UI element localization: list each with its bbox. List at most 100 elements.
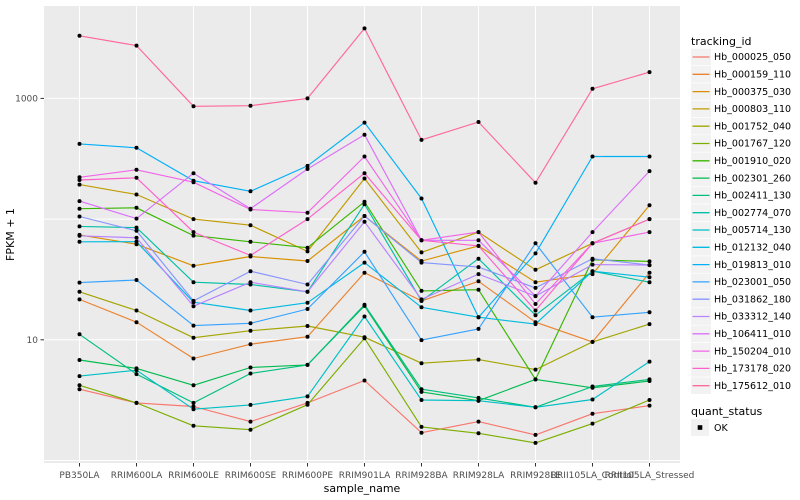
data-point-Hb_000025_050-RRIM928LE bbox=[533, 432, 538, 437]
data-point-Hb_002411_130-RRII105LA_Control bbox=[590, 384, 595, 389]
data-point-Hb_005714_130-RRIM928LA bbox=[476, 398, 481, 403]
data-point-Hb_031862_180-RRIM928LE bbox=[533, 285, 538, 290]
data-point-Hb_173178_020-RRIM928BA bbox=[419, 238, 424, 243]
data-point-Hb_175612_010-RRII105LA_Control bbox=[590, 86, 595, 91]
data-point-Hb_002774_070-RRIM901LA bbox=[362, 202, 367, 207]
legend-row-Hb_175612_010: Hb_175612_010 bbox=[691, 377, 791, 394]
legend-label-Hb_001767_120: Hb_001767_120 bbox=[714, 139, 791, 150]
data-point-Hb_175612_010-RRII105LA_Stressed bbox=[647, 70, 652, 75]
data-point-Hb_002411_130-PB350LA bbox=[77, 332, 82, 337]
data-point-Hb_000159_110-RRIM600LA bbox=[134, 320, 139, 325]
x-tick-label-RRIM928BA: RRIM928BA bbox=[395, 471, 448, 481]
data-point-Hb_001767_120-RRIM600PE bbox=[305, 402, 310, 407]
data-point-Hb_002411_130-RRIM928BA bbox=[419, 387, 424, 392]
data-point-Hb_031862_180-RRIM600LE bbox=[191, 298, 196, 303]
panel-background bbox=[44, 6, 680, 463]
data-point-Hb_005714_130-RRIM600SE bbox=[248, 402, 253, 407]
data-point-Hb_000025_050-RRII105LA_Control bbox=[590, 411, 595, 416]
legend-row-Hb_031862_180: Hb_031862_180 bbox=[691, 290, 791, 308]
data-point-Hb_150204_010-RRIM600LA bbox=[134, 167, 139, 172]
legend-label-Hb_106411_010: Hb_106411_010 bbox=[714, 329, 791, 340]
data-point-Hb_019813_010-RRIM928BA bbox=[419, 196, 424, 201]
data-point-Hb_002301_260-RRIM928LE bbox=[533, 377, 538, 382]
data-point-Hb_033312_140-RRIM600SE bbox=[248, 280, 253, 285]
data-point-Hb_012132_040-RRIM600PE bbox=[305, 300, 310, 305]
data-point-Hb_019813_010-RRII105LA_Control bbox=[590, 154, 595, 159]
data-point-Hb_175612_010-PB350LA bbox=[77, 33, 82, 38]
legend-label-Hb_002411_130: Hb_002411_130 bbox=[714, 191, 791, 202]
data-point-Hb_023001_050-RRIM928LE bbox=[533, 241, 538, 246]
data-point-Hb_023001_050-PB350LA bbox=[77, 280, 82, 285]
data-point-Hb_001767_120-RRIM901LA bbox=[362, 336, 367, 341]
legend-label-Hb_002301_260: Hb_002301_260 bbox=[714, 173, 791, 184]
data-point-Hb_005714_130-PB350LA bbox=[77, 374, 82, 379]
legend-label-Hb_150204_010: Hb_150204_010 bbox=[714, 346, 791, 357]
data-point-Hb_000375_030-RRII105LA_Stressed bbox=[647, 203, 652, 208]
legend-label-Hb_001752_040: Hb_001752_040 bbox=[714, 121, 791, 132]
data-point-Hb_000159_110-RRIM600LE bbox=[191, 356, 196, 361]
data-point-Hb_002301_260-RRIM600LE bbox=[191, 383, 196, 388]
legend-quant-status: quant_status OK bbox=[691, 405, 763, 436]
data-point-Hb_150204_010-RRIM600PE bbox=[305, 210, 310, 215]
data-point-Hb_033312_140-RRIM901LA bbox=[362, 219, 367, 224]
data-point-Hb_033312_140-RRIM928LA bbox=[476, 272, 481, 277]
data-point-Hb_000159_110-RRIM901LA bbox=[362, 270, 367, 275]
legend-row-Hb_106411_010: Hb_106411_010 bbox=[691, 325, 791, 343]
legend-label-Hb_012132_040: Hb_012132_040 bbox=[714, 243, 791, 254]
data-point-Hb_000803_110-RRIM901LA bbox=[362, 176, 367, 181]
data-point-Hb_001752_040-RRIM600LA bbox=[134, 308, 139, 313]
data-point-Hb_000375_030-RRII105LA_Control bbox=[590, 272, 595, 277]
data-point-Hb_023001_050-RRIM600LE bbox=[191, 323, 196, 328]
data-point-Hb_001752_040-RRII105LA_Stressed bbox=[647, 322, 652, 327]
legend-title-quant-status: quant_status bbox=[691, 405, 763, 418]
data-point-Hb_002411_130-RRIM600LE bbox=[191, 400, 196, 405]
data-point-Hb_000803_110-RRIM600LE bbox=[191, 217, 196, 222]
data-point-Hb_150204_010-RRII105LA_Stressed bbox=[647, 230, 652, 235]
data-point-Hb_001752_040-RRIM928LA bbox=[476, 357, 481, 362]
y-axis-title: FPKM + 1 bbox=[4, 208, 17, 261]
data-point-Hb_031862_180-RRIM600PE bbox=[305, 282, 310, 287]
data-point-Hb_106411_010-PB350LA bbox=[77, 199, 82, 204]
data-point-Hb_001752_040-RRIM600PE bbox=[305, 324, 310, 328]
data-point-Hb_106411_010-RRII105LA_Control bbox=[590, 230, 595, 235]
legend-row-Hb_005714_130: Hb_005714_130 bbox=[691, 221, 791, 239]
data-point-Hb_033312_140-RRII105LA_Control bbox=[590, 262, 595, 267]
data-point-Hb_019813_010-RRII105LA_Stressed bbox=[647, 154, 652, 159]
y-tick-label-10: 10 bbox=[27, 336, 39, 346]
data-point-Hb_000803_110-RRIM928BA bbox=[419, 250, 424, 255]
data-point-Hb_001752_040-RRIM928LE bbox=[533, 367, 538, 372]
data-point-Hb_173178_020-RRII105LA_Stressed bbox=[647, 217, 652, 222]
data-point-Hb_002774_070-PB350LA bbox=[77, 224, 82, 229]
data-point-Hb_023001_050-RRIM600SE bbox=[248, 321, 253, 326]
data-point-Hb_001752_040-RRII105LA_Control bbox=[590, 339, 595, 344]
data-point-Hb_000025_050-PB350LA bbox=[77, 387, 82, 392]
data-point-Hb_019813_010-PB350LA bbox=[77, 141, 82, 146]
data-point-Hb_000803_110-RRIM600SE bbox=[248, 223, 253, 228]
x-tick-label-RRIM901LA: RRIM901LA bbox=[339, 471, 391, 481]
data-point-Hb_001910_020-RRIM928LA bbox=[476, 287, 481, 292]
data-point-Hb_005714_130-RRII105LA_Control bbox=[590, 397, 595, 402]
plot-panel bbox=[44, 6, 680, 463]
data-point-Hb_012132_040-RRIM928LE bbox=[533, 322, 538, 327]
data-point-Hb_000025_050-RRII105LA_Stressed bbox=[647, 403, 652, 408]
data-point-Hb_173178_020-RRIM928LA bbox=[476, 243, 481, 248]
data-point-Hb_106411_010-RRIM600PE bbox=[305, 167, 310, 171]
legend-row-Hb_000803_110: Hb_000803_110 bbox=[691, 100, 791, 118]
data-point-Hb_000025_050-RRIM928BA bbox=[419, 430, 424, 435]
x-tick-label-RRIM600SE: RRIM600SE bbox=[225, 471, 277, 481]
data-point-Hb_002411_130-RRIM901LA bbox=[362, 302, 367, 307]
legend-row-Hb_002774_070: Hb_002774_070 bbox=[691, 204, 791, 221]
axis-layer: 10 1000 PB350LA RRIM600LA RRIM600LE RRIM600SE… bbox=[15, 94, 694, 481]
data-point-Hb_001767_120-PB350LA bbox=[77, 383, 82, 388]
x-axis-title: sample_name bbox=[324, 482, 401, 495]
data-point-Hb_000803_110-RRIM600LA bbox=[134, 192, 139, 197]
data-point-Hb_001767_120-RRIM928LA bbox=[476, 431, 481, 436]
data-point-Hb_106411_010-RRIM928LA bbox=[476, 238, 481, 243]
data-point-Hb_012132_040-PB350LA bbox=[77, 239, 82, 244]
legend-label-Hb_033312_140: Hb_033312_140 bbox=[714, 312, 791, 323]
data-point-Hb_023001_050-RRIM928LA bbox=[476, 326, 481, 331]
data-point-Hb_000375_030-RRIM600LE bbox=[191, 263, 196, 268]
data-point-Hb_002774_070-RRIM928LE bbox=[533, 313, 538, 318]
quant-ok-label: OK bbox=[714, 423, 728, 434]
data-point-Hb_033312_140-RRII105LA_Stressed bbox=[647, 263, 652, 268]
